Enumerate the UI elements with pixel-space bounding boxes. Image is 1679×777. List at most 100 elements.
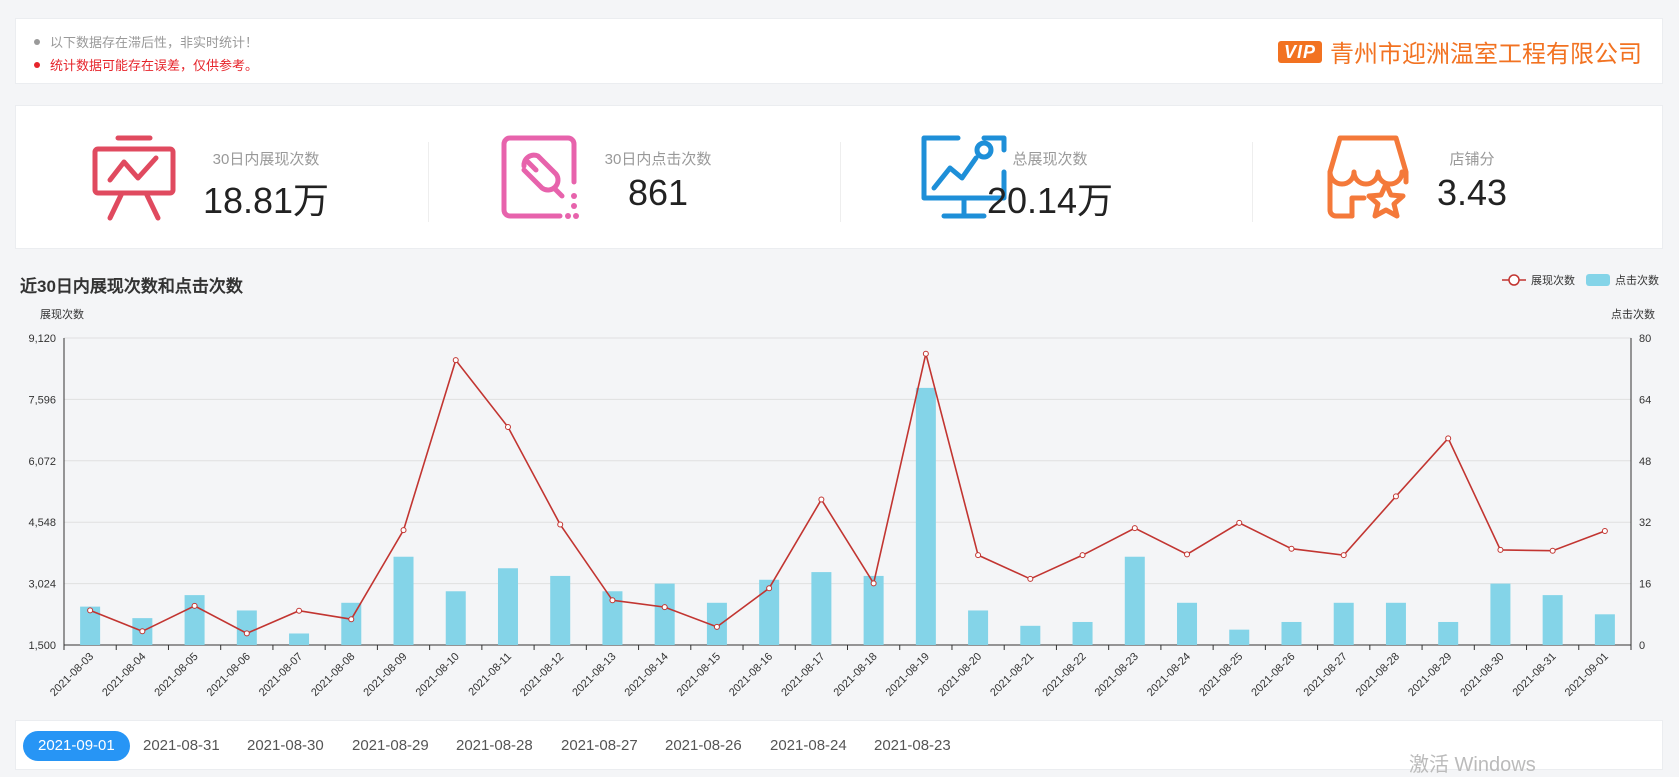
bar-clicks[interactable] xyxy=(1281,621,1302,645)
y-left-tick-label: 7,596 xyxy=(28,394,56,406)
date-tab[interactable]: 2021-08-27 xyxy=(561,737,638,754)
bar-clicks[interactable] xyxy=(1438,621,1459,645)
date-tab[interactable]: 2021-08-30 xyxy=(247,737,324,754)
bar-clicks[interactable] xyxy=(341,602,362,645)
point-impressions[interactable] xyxy=(557,521,564,528)
legend-item-impressions[interactable]: 展现次数 xyxy=(1501,272,1575,288)
point-impressions[interactable] xyxy=(296,607,303,614)
bar-clicks[interactable] xyxy=(811,572,832,645)
bar-clicks[interactable] xyxy=(445,591,466,645)
date-tab[interactable]: 2021-08-31 xyxy=(143,737,220,754)
date-tab[interactable]: 2021-08-24 xyxy=(770,737,847,754)
bar-clicks[interactable] xyxy=(1124,556,1145,645)
bar-clicks[interactable] xyxy=(915,387,936,645)
x-tick-label: 2021-08-05 xyxy=(152,651,200,699)
monitor-trend-icon xyxy=(921,135,1007,219)
point-impressions[interactable] xyxy=(504,424,511,431)
point-impressions[interactable] xyxy=(348,616,355,623)
bar-clicks[interactable] xyxy=(759,579,780,645)
bar-clicks[interactable] xyxy=(863,575,884,645)
date-tabs: 2021-09-01 2021-08-31 2021-08-30 2021-08-29… xyxy=(15,720,1663,770)
bar-clicks[interactable] xyxy=(184,595,205,645)
stats-panel: 30日内展现次数 18.81万 30日内点击次数 861 xyxy=(15,105,1663,249)
x-tick-label: 2021-08-14 xyxy=(623,651,671,699)
windows-watermark: 激活 Windows xyxy=(1409,754,1536,776)
point-impressions[interactable] xyxy=(400,527,407,534)
y-left-tick-label: 6,072 xyxy=(28,456,56,468)
stat-total-impressions: 总展现次数 20.14万 xyxy=(840,106,1252,250)
point-impressions[interactable] xyxy=(1131,525,1138,532)
presentation-board-icon xyxy=(92,135,176,221)
point-impressions[interactable] xyxy=(1601,527,1608,534)
date-tab[interactable]: 2021-09-01 xyxy=(23,731,130,761)
stat-value: 18.81万 xyxy=(202,180,330,221)
point-impressions[interactable] xyxy=(818,496,825,503)
point-impressions[interactable] xyxy=(1445,435,1452,442)
point-impressions[interactable] xyxy=(1079,552,1086,559)
stat-label: 30日内点击次数 xyxy=(604,151,712,168)
x-tick-label: 2021-08-09 xyxy=(361,651,409,699)
bar-clicks[interactable] xyxy=(1385,602,1406,645)
point-impressions[interactable] xyxy=(661,604,668,611)
bar-clicks[interactable] xyxy=(80,606,101,645)
date-tab[interactable]: 2021-08-23 xyxy=(874,737,951,754)
bar-clicks[interactable] xyxy=(1020,625,1041,645)
point-impressions[interactable] xyxy=(1236,519,1243,526)
point-impressions[interactable] xyxy=(922,350,929,357)
bar-clicks[interactable] xyxy=(550,575,571,645)
point-impressions[interactable] xyxy=(766,585,773,592)
chart-legend: 展现次数 点击次数 xyxy=(1491,272,1659,288)
point-impressions[interactable] xyxy=(452,357,459,364)
chart-title: 近30日内展现次数和点击次数 xyxy=(20,277,243,296)
x-tick-label: 2021-08-18 xyxy=(831,651,879,699)
bar-clicks[interactable] xyxy=(289,633,310,645)
date-tab[interactable]: 2021-08-26 xyxy=(665,737,742,754)
bar-clicks[interactable] xyxy=(1542,595,1563,645)
legend-item-clicks[interactable]: 点击次数 xyxy=(1585,272,1659,288)
notice-line-lag: 以下数据存在滞后性，非实时统计！ xyxy=(34,32,258,51)
legend-label: 点击次数 xyxy=(1615,275,1659,287)
x-tick-label: 2021-08-29 xyxy=(1406,651,1454,699)
point-impressions[interactable] xyxy=(1392,493,1399,500)
bar-clicks[interactable] xyxy=(393,556,414,645)
bar-clicks[interactable] xyxy=(1072,621,1093,645)
bar-clicks[interactable] xyxy=(968,610,989,645)
bar-clicks[interactable] xyxy=(1177,602,1198,645)
point-impressions[interactable] xyxy=(1027,575,1034,582)
stat-clicks-30d: 30日内点击次数 861 xyxy=(428,106,840,250)
point-impressions[interactable] xyxy=(1288,545,1295,552)
bar-clicks[interactable] xyxy=(497,568,518,645)
x-tick-label: 2021-08-08 xyxy=(309,651,357,699)
bar-clicks[interactable] xyxy=(1333,602,1354,645)
legend-line-marker xyxy=(1502,274,1526,286)
point-impressions[interactable] xyxy=(713,623,720,630)
bar-clicks[interactable] xyxy=(654,583,675,645)
x-tick-label: 2021-08-19 xyxy=(884,651,932,699)
bar-clicks[interactable] xyxy=(602,591,623,645)
point-impressions[interactable] xyxy=(1497,546,1504,553)
x-tick-label: 2021-08-30 xyxy=(1458,651,1506,699)
stat-label: 店铺分 xyxy=(1449,151,1495,168)
date-tab[interactable]: 2021-08-28 xyxy=(456,737,533,754)
date-tab[interactable]: 2021-08-29 xyxy=(352,737,429,754)
legend-bar-marker xyxy=(1586,274,1610,286)
point-impressions[interactable] xyxy=(191,602,198,609)
point-impressions[interactable] xyxy=(243,630,250,637)
point-impressions[interactable] xyxy=(1549,547,1556,554)
x-tick-label: 2021-08-03 xyxy=(48,651,96,699)
point-impressions[interactable] xyxy=(975,552,982,559)
divider xyxy=(428,142,429,222)
bar-clicks[interactable] xyxy=(1594,614,1615,645)
bar-clicks[interactable] xyxy=(236,610,257,645)
x-tick-label: 2021-09-01 xyxy=(1563,651,1611,699)
divider xyxy=(1252,142,1253,222)
point-impressions[interactable] xyxy=(1340,552,1347,559)
bar-clicks[interactable] xyxy=(1490,583,1511,645)
point-impressions[interactable] xyxy=(87,607,94,614)
bar-clicks[interactable] xyxy=(1229,629,1250,645)
point-impressions[interactable] xyxy=(1184,551,1191,558)
point-impressions[interactable] xyxy=(139,628,146,635)
x-tick-label: 2021-08-04 xyxy=(100,651,148,699)
point-impressions[interactable] xyxy=(870,580,877,587)
point-impressions[interactable] xyxy=(609,597,616,604)
